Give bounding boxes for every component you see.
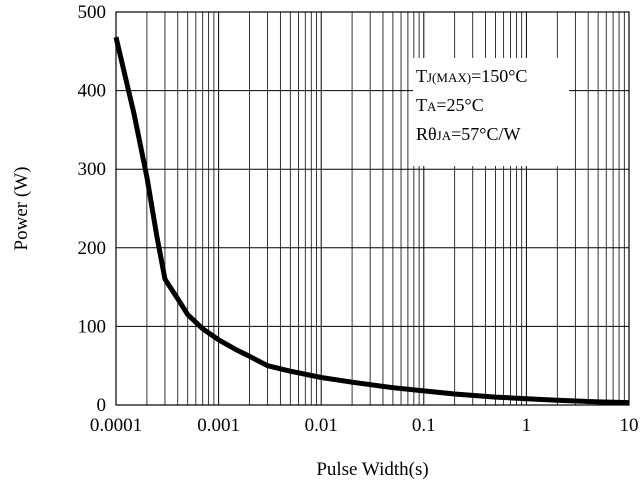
y-tick-label: 500 (78, 2, 107, 23)
annotation-line: TA=25°C (416, 95, 484, 115)
plot-frame (115, 11, 630, 406)
x-tick-label: 0.0001 (90, 415, 142, 436)
series-line (113, 36, 630, 406)
annotation-line: RθJA=57°C/W (416, 124, 520, 144)
annotation-box (413, 58, 569, 166)
x-tick-label: 0.001 (197, 415, 240, 436)
y-tick-label: 300 (78, 159, 107, 180)
x-axis-label: Pulse Width(s) (316, 459, 428, 480)
x-tick-labels: 0.0001 0.001 0.01 0.1 1 10 (90, 415, 639, 436)
y-tick-label: 200 (78, 238, 107, 259)
y-tick-label: 100 (78, 316, 107, 337)
series-layer (113, 36, 630, 406)
x-tick-label: 0.1 (412, 415, 436, 436)
annotation-line: TJ(MAX)=150°C (416, 66, 527, 86)
x-tick-label: 1 (522, 415, 532, 436)
y-tick-labels: 0 100 200 300 400 500 (78, 2, 107, 416)
x-tick-label: 0.01 (305, 415, 338, 436)
y-axis-label: Power (W) (11, 167, 32, 251)
y-tick-label: 0 (97, 395, 107, 416)
y-tick-label: 400 (78, 81, 107, 102)
annotation-block: TJ(MAX)=150°C TA=25°C RθJA=57°C/W (416, 66, 527, 144)
x-tick-label: 10 (620, 415, 639, 436)
